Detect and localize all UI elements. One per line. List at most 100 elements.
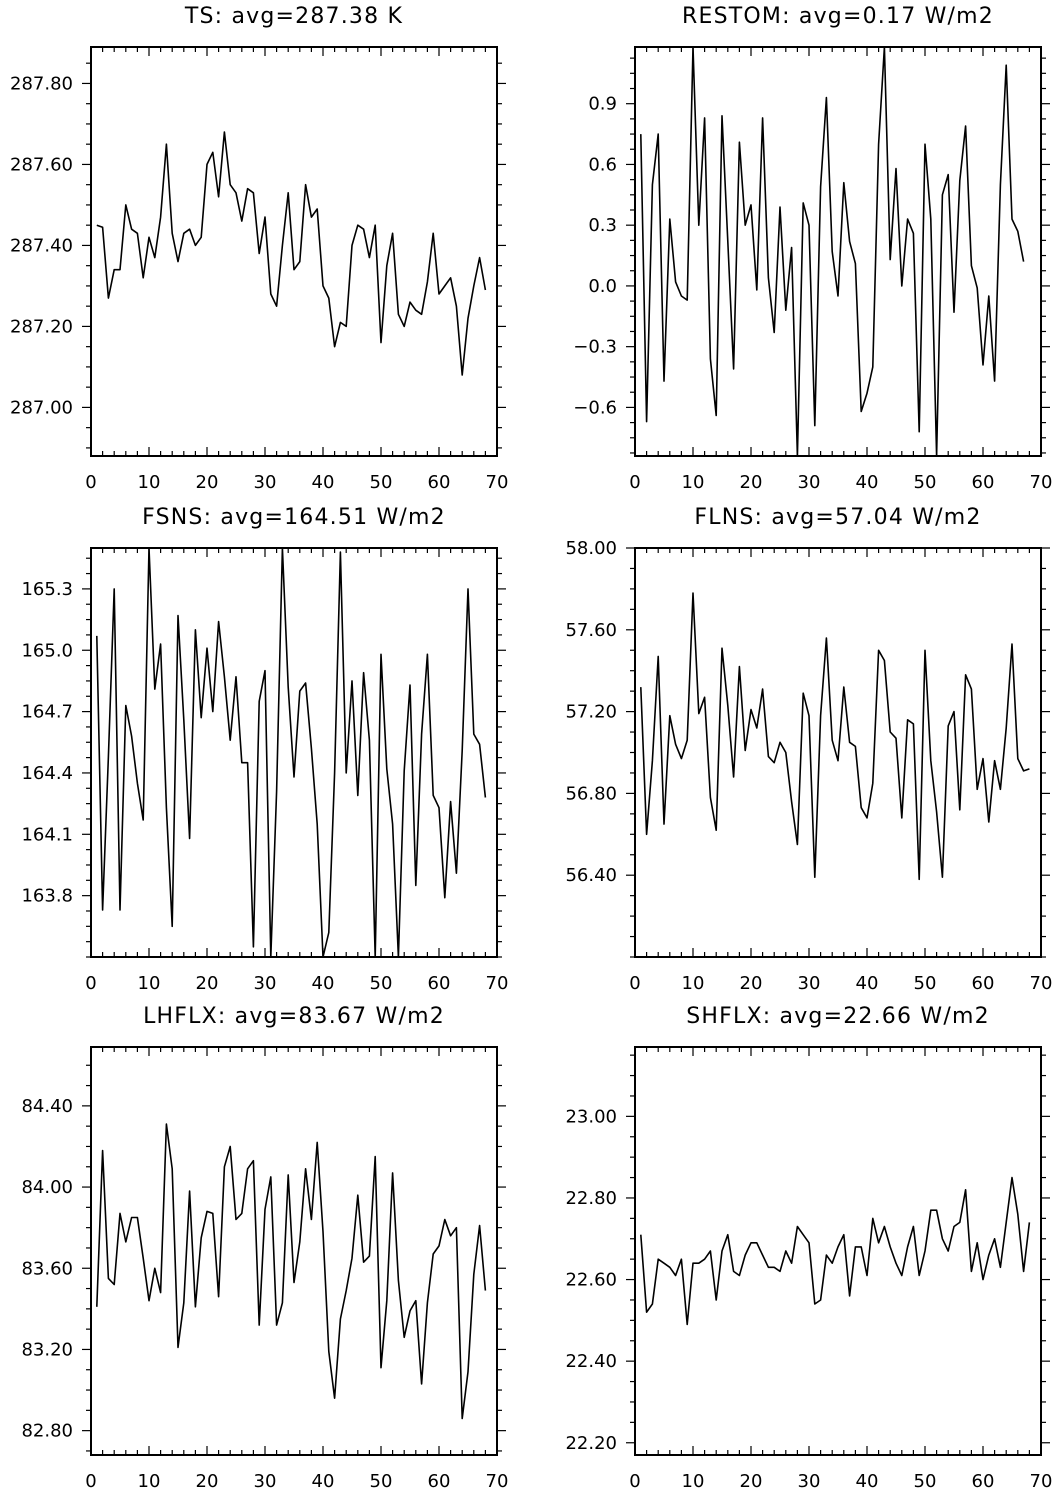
shflx-ytick-label: 22.40: [565, 1351, 617, 1372]
shflx-ytick-label: 22.20: [565, 1433, 617, 1454]
ts-series-line: [96, 131, 487, 376]
flns-panel: FLNS: avg=57.04 W/m2 0 10 20 30 40 50 60 70 56.40…: [565, 505, 1052, 994]
fsns-xtick-label: 50: [370, 973, 393, 994]
flns-series-line: [640, 592, 1030, 881]
ts-xtick-label: 60: [428, 472, 451, 493]
fsns-frame: [90, 547, 498, 958]
ts-xtick-label: 70: [486, 472, 509, 493]
shflx-series-line: [640, 1176, 1031, 1326]
flns-xtick-label: 50: [914, 973, 937, 994]
shflx-frame: [634, 1046, 1042, 1456]
restom-ytick-label: −0.3: [573, 337, 617, 358]
restom-ytick-label: 0.0: [588, 276, 617, 297]
flns-xtick-label: 10: [682, 973, 705, 994]
fsns-ytick-label: 165.3: [21, 579, 73, 600]
ts-ytick-label: 287.40: [10, 235, 73, 256]
fsns-xtick-label: 70: [486, 973, 509, 994]
flns-ytick-label: 56.80: [565, 783, 617, 804]
ts-ytick-label: 287.80: [10, 73, 73, 94]
lhflx-panel: LHFLX: avg=83.67 W/m2 0 10 20 30 40 50 60 70 82.8…: [21, 1004, 508, 1492]
shflx-xtick-label: 50: [914, 1471, 937, 1492]
ts-ytick-label: 287.00: [10, 397, 73, 418]
ts-xtick-label: 20: [196, 472, 219, 493]
fsns-xtick-label: 30: [254, 973, 277, 994]
lhflx-title: LHFLX: avg=83.67 W/m2: [143, 1004, 445, 1029]
shflx-ytick-label: 22.60: [565, 1270, 617, 1291]
ts-xtick-label: 10: [138, 472, 161, 493]
shflx-ytick-label: 22.80: [565, 1188, 617, 1209]
shflx-xtick-label: 0: [629, 1471, 640, 1492]
shflx-xtick-label: 60: [972, 1471, 995, 1492]
fsns-xtick-label: 40: [312, 973, 335, 994]
shflx-panel: SHFLX: avg=22.66 W/m2 0 10 20 30 40 50 60 70 22.2…: [565, 1004, 1052, 1492]
restom-frame: [634, 46, 1042, 457]
flns-ytick-label: 58.00: [565, 538, 617, 559]
restom-xtick-label: 60: [972, 472, 995, 493]
lhflx-xtick-label: 10: [138, 1471, 161, 1492]
lhflx-ytick-label: 83.20: [21, 1339, 73, 1360]
restom-xtick-label: 30: [798, 472, 821, 493]
fsns-title: FSNS: avg=164.51 W/m2: [142, 505, 446, 530]
restom-series-line: [640, 47, 1025, 456]
restom-xtick-label: 20: [740, 472, 763, 493]
fsns-xtick-label: 10: [138, 973, 161, 994]
fsns-ytick-label: 163.8: [21, 886, 73, 907]
flns-ytick-label: 57.60: [565, 620, 617, 641]
lhflx-frame: [90, 1046, 498, 1456]
fsns-ytick-label: 164.7: [21, 702, 73, 723]
ts-ytick-label: 287.60: [10, 154, 73, 175]
shflx-xtick-label: 20: [740, 1471, 763, 1492]
lhflx-xtick-label: 60: [428, 1471, 451, 1492]
restom-ytick-label: 0.3: [588, 215, 617, 236]
shflx-xtick-label: 40: [856, 1471, 879, 1492]
fsns-ytick-label: 164.1: [21, 824, 73, 845]
flns-xtick-label: 70: [1030, 973, 1053, 994]
lhflx-ytick-label: 84.40: [21, 1096, 73, 1117]
lhflx-xtick-label: 30: [254, 1471, 277, 1492]
fsns-ytick-label: 164.4: [21, 763, 73, 784]
lhflx-ytick-label: 83.60: [21, 1258, 73, 1279]
flns-ytick-label: 56.40: [565, 865, 617, 886]
ts-ytick-label: 287.20: [10, 316, 73, 337]
lhflx-xtick-label: 70: [486, 1471, 509, 1492]
shflx-title: SHFLX: avg=22.66 W/m2: [686, 1004, 990, 1029]
ts-xtick-label: 40: [312, 472, 335, 493]
restom-ytick-label: −0.6: [573, 397, 617, 418]
fsns-xtick-label: 20: [196, 973, 219, 994]
restom-xtick-label: 40: [856, 472, 879, 493]
shflx-xtick-label: 10: [682, 1471, 705, 1492]
restom-ytick-label: 0.6: [588, 154, 617, 175]
flns-xtick-label: 40: [856, 973, 879, 994]
restom-xtick-label: 50: [914, 472, 937, 493]
lhflx-xtick-label: 40: [312, 1471, 335, 1492]
ts-xtick-label: 50: [370, 472, 393, 493]
lhflx-series-line: [96, 1123, 487, 1420]
fsns-ytick-label: 165.0: [21, 640, 73, 661]
ts-frame: [90, 46, 498, 457]
lhflx-xtick-label: 20: [196, 1471, 219, 1492]
restom-panel: RESTOM: avg=0.17 W/m2 0 10 20 30 40 50 60 70 −0.6…: [573, 4, 1052, 493]
fsns-xtick-label: 60: [428, 973, 451, 994]
ts-title: TS: avg=287.38 K: [184, 4, 403, 29]
restom-title: RESTOM: avg=0.17 W/m2: [682, 4, 994, 29]
fsns-panel: FSNS: avg=164.51 W/m2 0 10 20 30 40 50 60 70 163.…: [21, 505, 508, 994]
restom-ytick-label: 0.9: [588, 94, 617, 115]
fsns-series-line: [96, 548, 487, 957]
flns-xtick-label: 60: [972, 973, 995, 994]
ts-xtick-label: 30: [254, 472, 277, 493]
lhflx-ytick-label: 84.00: [21, 1177, 73, 1198]
shflx-xtick-label: 70: [1030, 1471, 1053, 1492]
restom-xtick-label: 10: [682, 472, 705, 493]
flns-xtick-label: 0: [629, 973, 640, 994]
flns-title: FLNS: avg=57.04 W/m2: [694, 505, 981, 530]
shflx-xtick-label: 30: [798, 1471, 821, 1492]
fsns-xtick-label: 0: [85, 973, 96, 994]
restom-xtick-label: 0: [629, 472, 640, 493]
flns-xtick-label: 30: [798, 973, 821, 994]
flns-xtick-label: 20: [740, 973, 763, 994]
shflx-ytick-label: 23.00: [565, 1106, 617, 1127]
ts-xtick-label: 0: [85, 472, 96, 493]
lhflx-xtick-label: 0: [85, 1471, 96, 1492]
lhflx-xtick-label: 50: [370, 1471, 393, 1492]
